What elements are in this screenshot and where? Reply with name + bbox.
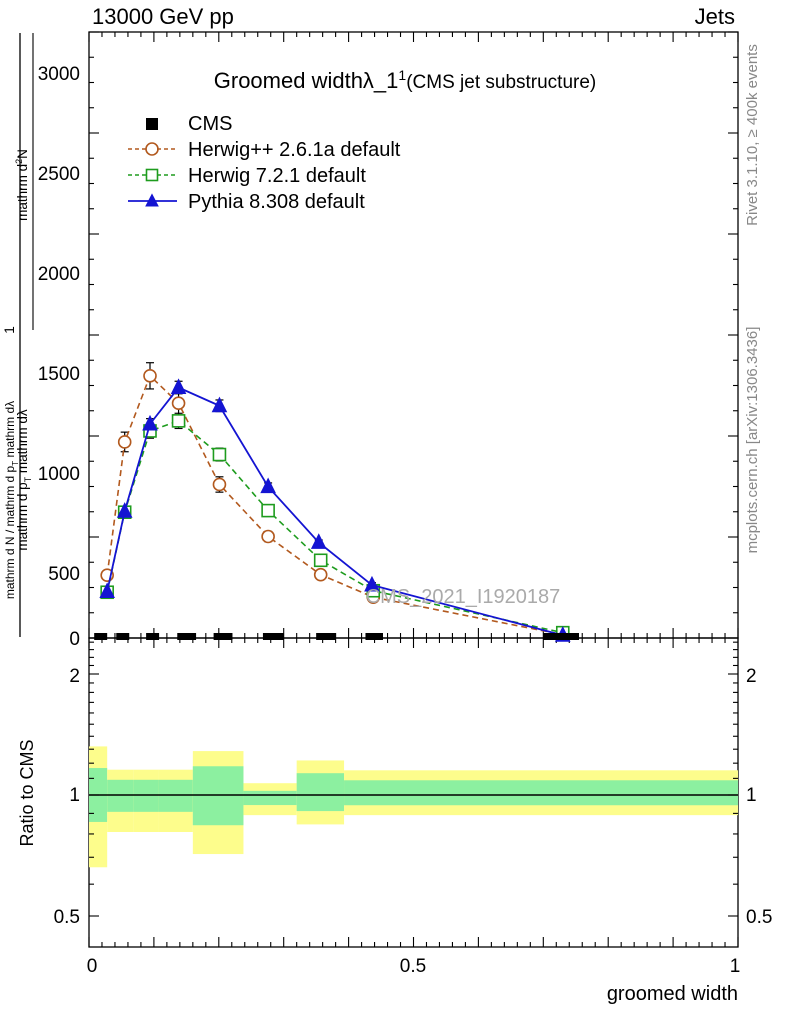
svg-text:Herwig++ 2.6.1a default: Herwig++ 2.6.1a default xyxy=(188,139,401,161)
svg-text:0.5: 0.5 xyxy=(746,907,772,928)
svg-text:0.5: 0.5 xyxy=(54,907,80,928)
svg-text:Rivet 3.1.10, ≥ 400k events: Rivet 3.1.10, ≥ 400k events xyxy=(744,44,761,226)
svg-text:13000 GeV pp: 13000 GeV pp xyxy=(92,4,234,29)
svg-text:1: 1 xyxy=(2,326,17,334)
svg-text:1: 1 xyxy=(730,956,741,977)
svg-text:2000: 2000 xyxy=(38,264,80,285)
svg-text:500: 500 xyxy=(48,564,80,585)
svg-text:Pythia 8.308 default: Pythia 8.308 default xyxy=(188,191,365,213)
svg-text:groomed width: groomed width xyxy=(607,983,738,1005)
svg-text:1: 1 xyxy=(746,785,757,806)
svg-text:2: 2 xyxy=(746,666,757,687)
svg-text:Jets: Jets xyxy=(695,4,735,29)
svg-text:Ratio to CMS: Ratio to CMS xyxy=(17,739,37,846)
svg-text:CMS: CMS xyxy=(188,113,232,135)
svg-text:0: 0 xyxy=(87,956,98,977)
svg-text:3000: 3000 xyxy=(38,64,80,85)
svg-text:0.5: 0.5 xyxy=(400,956,426,977)
svg-text:CMS_2021_I1920187: CMS_2021_I1920187 xyxy=(366,586,561,608)
svg-text:1500: 1500 xyxy=(38,364,80,385)
svg-text:1: 1 xyxy=(69,785,80,806)
svg-text:mcplots.cern.ch [arXiv:1306.34: mcplots.cern.ch [arXiv:1306.3436] xyxy=(744,327,761,554)
svg-text:0: 0 xyxy=(69,629,80,650)
svg-text:Herwig 7.2.1 default: Herwig 7.2.1 default xyxy=(188,165,366,187)
svg-text:2: 2 xyxy=(69,666,80,687)
svg-text:2500: 2500 xyxy=(38,164,80,185)
svg-text:1000: 1000 xyxy=(38,464,80,485)
